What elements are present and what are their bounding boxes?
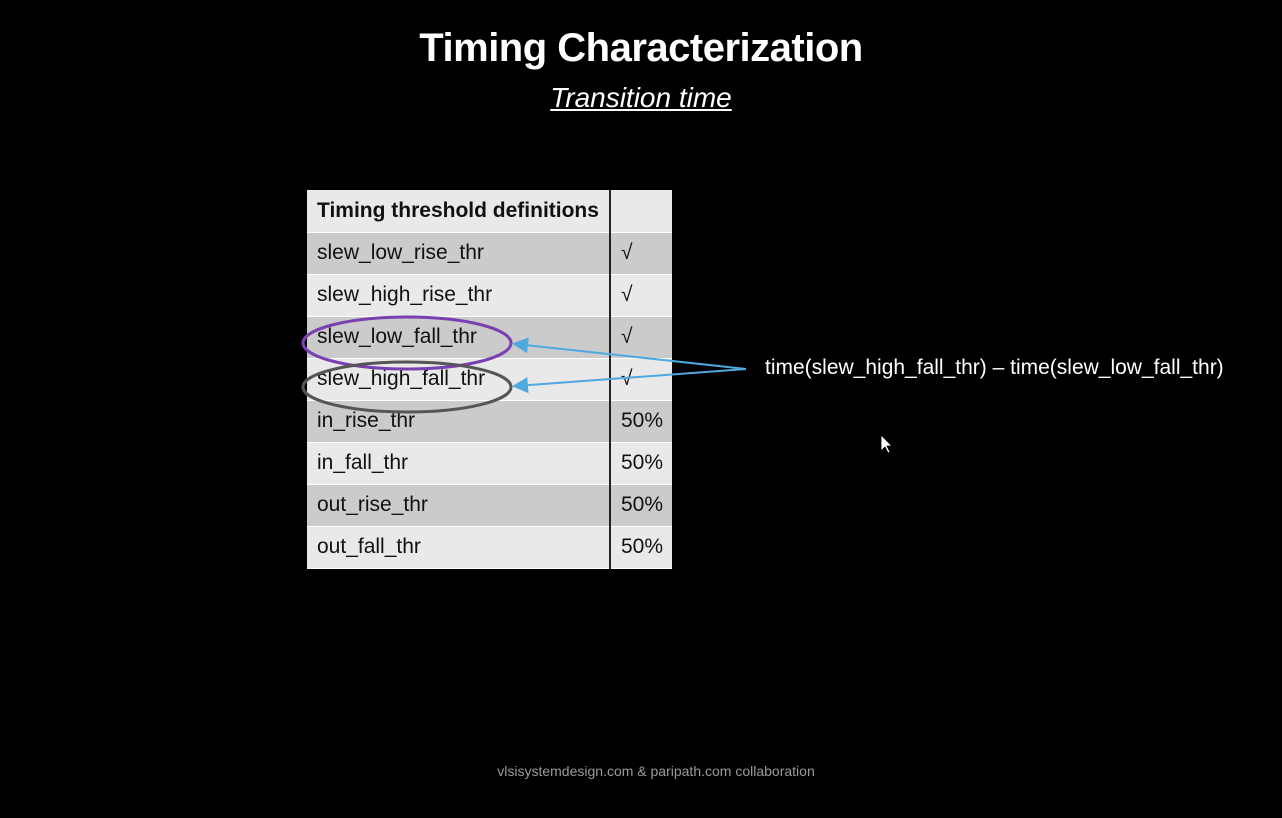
table-cell-name: in_fall_thr — [307, 442, 611, 485]
table-cell-value: 50% — [610, 400, 672, 443]
table-cell-name: slew_low_fall_thr — [307, 316, 611, 359]
table-cell-name: in_rise_thr — [307, 400, 611, 443]
table-cell-value: 50% — [610, 442, 672, 485]
table-cell-value: 50% — [610, 484, 672, 527]
table-cell-value: 50% — [610, 526, 672, 569]
table-cell-value: √ — [610, 274, 672, 317]
table-cell-value: √ — [610, 232, 672, 275]
table-header-row: Timing threshold definitions — [307, 190, 672, 233]
transition-time-formula: time(slew_high_fall_thr) – time(slew_low… — [765, 356, 1224, 379]
slide-subtitle: Transition time — [550, 82, 732, 113]
table-cell-name: slew_low_rise_thr — [307, 232, 611, 275]
table-header-value — [610, 190, 672, 233]
table-row: out_rise_thr 50% — [307, 484, 672, 527]
table-row: in_rise_thr 50% — [307, 400, 672, 443]
table-row: slew_low_fall_thr √ — [307, 316, 672, 359]
table-cell-value: √ — [610, 316, 672, 359]
table-cell-name: out_fall_thr — [307, 526, 611, 569]
mouse-pointer-icon — [880, 434, 893, 454]
slide-title: Timing Characterization — [419, 26, 863, 70]
table-cell-value: √ — [610, 358, 672, 401]
table-row: slew_low_rise_thr √ — [307, 232, 672, 275]
table-cell-name: out_rise_thr — [307, 484, 611, 527]
footer-credit: vlsisystemdesign.com & paripath.com coll… — [497, 763, 815, 779]
table-row: out_fall_thr 50% — [307, 526, 672, 569]
table-row: slew_high_rise_thr √ — [307, 274, 672, 317]
table-cell-name: slew_high_rise_thr — [307, 274, 611, 317]
table-header-name: Timing threshold definitions — [307, 190, 611, 233]
table-row: slew_high_fall_thr √ — [307, 358, 672, 401]
threshold-table: Timing threshold definitions slew_low_ri… — [307, 190, 672, 569]
table-row: in_fall_thr 50% — [307, 442, 672, 485]
table-cell-name: slew_high_fall_thr — [307, 358, 611, 401]
